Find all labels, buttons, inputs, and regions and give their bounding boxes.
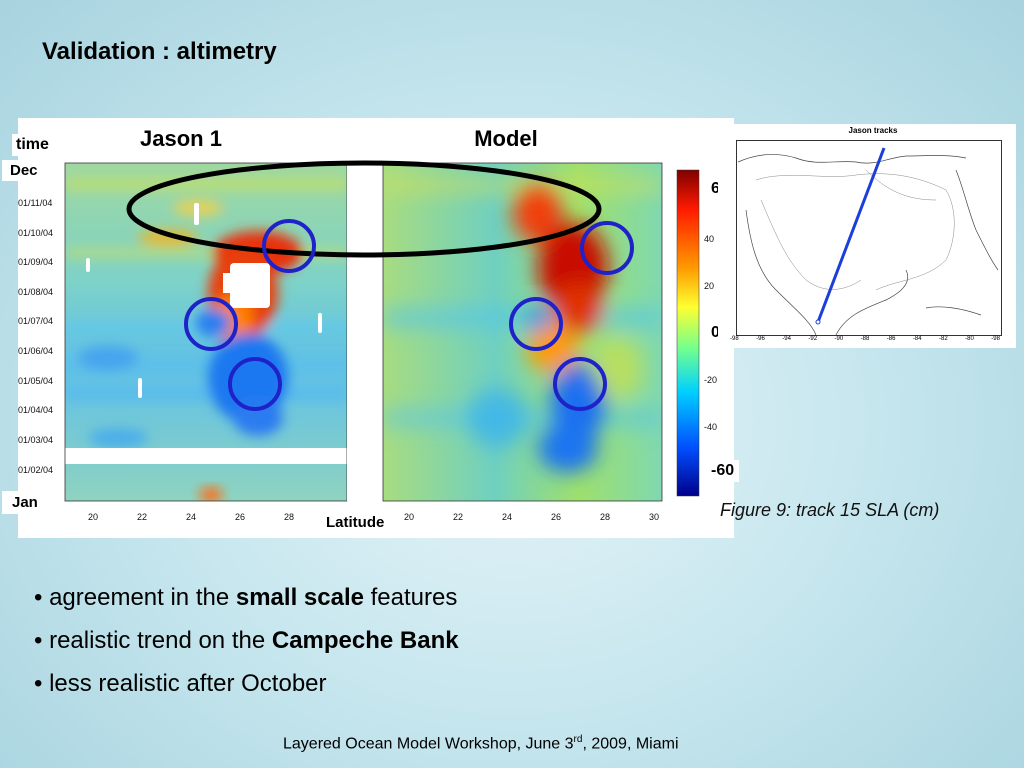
bullet-item: • less realistic after October <box>34 662 459 705</box>
x-tick: 28 <box>600 512 611 522</box>
model-panel <box>383 163 662 501</box>
lon-tick: -98 <box>991 336 1000 342</box>
bullet-item: • agreement in the small scale features <box>34 576 459 619</box>
lon-tick: -96 <box>756 336 765 342</box>
colorbar-tick: 40 <box>704 234 715 244</box>
hovmoller-figure: 01/11/04 01/10/04 01/09/04 01/08/04 01/0… <box>18 118 734 538</box>
x-tick: 22 <box>137 512 148 522</box>
x-axis-label: Latitude <box>323 512 388 533</box>
date-tick: 01/08/04 <box>18 287 54 297</box>
date-tick: 01/03/04 <box>18 435 54 445</box>
date-tick: 01/07/04 <box>18 316 54 326</box>
lon-tick: -94 <box>782 336 791 342</box>
map-lon-ticks: -98 -96 -94 -92 -90 -88 -86 -84 -82 -80 … <box>730 336 1000 342</box>
gulf-map <box>736 140 1002 336</box>
y-axis-label: time <box>12 134 53 156</box>
lon-tick: -80 <box>965 336 974 342</box>
colorbar-tick: -40 <box>704 422 718 432</box>
coastline <box>925 306 982 316</box>
footer-text: Layered Ocean Model Workshop, June 3 <box>283 735 574 753</box>
y-top-label: Dec <box>2 160 46 181</box>
lon-tick: -98 <box>730 336 739 342</box>
annotation-circles <box>184 219 634 411</box>
coastline <box>737 154 967 164</box>
x-tick: 24 <box>186 512 197 522</box>
bullet-text: • less realistic after October <box>34 670 327 697</box>
x-tick: 20 <box>404 512 415 522</box>
lon-tick: -84 <box>912 336 922 342</box>
bullet-item: • realistic trend on the Campeche Bank <box>34 619 459 662</box>
colorbar-tick: -20 <box>704 375 718 385</box>
lon-tick: -86 <box>886 336 896 342</box>
lon-tick: -82 <box>939 336 948 342</box>
date-tick: 01/05/04 <box>18 376 54 386</box>
track-map: Jason tracks -98 -96 -94 -92 -90 -88 -86… <box>718 124 1016 348</box>
date-tick: 01/04/04 <box>18 405 54 415</box>
date-tick: 01/02/04 <box>18 465 54 475</box>
x-tick: 26 <box>235 512 246 522</box>
colorbar-tick: 20 <box>704 281 715 291</box>
track-endpoint <box>815 319 821 325</box>
x-tick: 22 <box>453 512 464 522</box>
y-bottom-label: Jan <box>2 491 48 514</box>
satellite-track-line <box>816 147 886 323</box>
hovmoller-plots <box>64 160 700 502</box>
jason-panel <box>65 163 347 501</box>
bullet-bold: Campeche Bank <box>271 627 459 654</box>
colorbar-min-label: -60 <box>706 460 740 482</box>
coastline <box>835 269 909 336</box>
bullet-text: features <box>363 584 458 611</box>
model-panel-title: Model <box>408 120 604 156</box>
x-tick: 26 <box>551 512 562 522</box>
date-tick: 01/06/04 <box>18 346 54 356</box>
x-tick: 30 <box>649 512 660 522</box>
x-tick: 24 <box>502 512 513 522</box>
date-tick: 01/09/04 <box>18 257 54 267</box>
coastline <box>745 209 817 336</box>
map-title: Jason tracks <box>848 126 898 135</box>
date-tick: 01/10/04 <box>18 228 54 238</box>
footer-superscript: rd <box>573 734 583 745</box>
slide-footer: Layered Ocean Model Workshop, June 3rd, … <box>283 734 679 753</box>
figure-caption: Figure 9: track 15 SLA (cm) <box>720 500 940 520</box>
bathymetry-contour <box>755 173 955 291</box>
lon-tick: -90 <box>834 336 844 342</box>
x-tick: 28 <box>284 512 295 522</box>
lon-tick: -88 <box>860 336 870 342</box>
bullet-bold: small scale <box>235 584 364 611</box>
colorbar <box>676 169 700 497</box>
coastline <box>955 169 999 271</box>
x-tick: 20 <box>88 512 99 522</box>
date-tick: 01/11/04 <box>18 198 53 208</box>
bullet-text: • agreement in the <box>34 584 236 611</box>
footer-text: , 2009, Miami <box>582 735 679 753</box>
bathymetry-contour <box>760 199 862 290</box>
bathymetry-contour <box>865 169 937 201</box>
lon-tick: -92 <box>808 336 818 342</box>
annotation-ellipse <box>126 160 602 258</box>
bullet-text: • realistic trend on the <box>34 627 272 654</box>
slide-title: Validation : altimetry <box>42 38 277 65</box>
jason-panel-title: Jason 1 <box>100 120 262 156</box>
bullet-list: • agreement in the small scale features … <box>34 576 459 705</box>
